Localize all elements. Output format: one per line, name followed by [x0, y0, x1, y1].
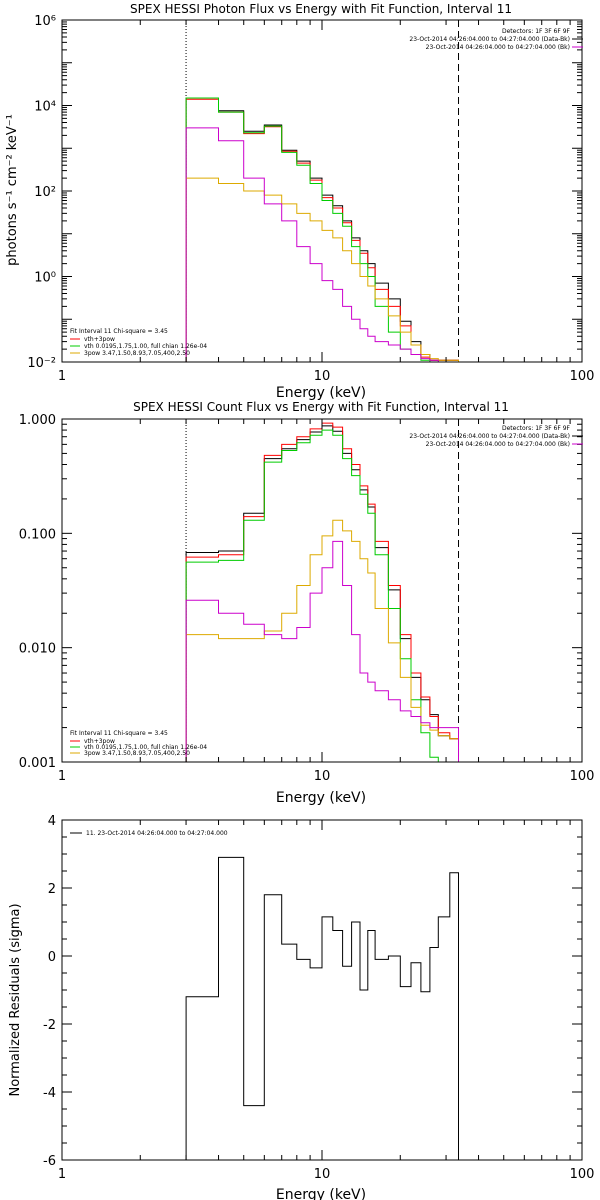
count-flux-ytick-label: 0.001: [19, 756, 56, 771]
count-flux-legend-entry-vth: vth 0.0195,1.75,1.00, full chian 1.26e-0…: [84, 744, 207, 751]
residuals-xlabel: Energy (keV): [276, 1187, 366, 1200]
residuals-legend-entry: 11. 23-Oct-2014 04:26:04.000 to 04:27:04…: [86, 830, 228, 837]
photon-flux-ytick-label: 10⁴: [34, 100, 56, 115]
photon-flux-xlabel: Energy (keV): [276, 385, 366, 401]
count-flux-series-data-bk: [185, 425, 459, 762]
photon-flux-xtick-label: 1: [58, 369, 66, 384]
count-flux-panel: SPEX HESSI Count Flux vs Energy with Fit…: [19, 400, 595, 806]
count-flux-legend-entry-model: vth+3pow: [84, 738, 115, 745]
photon-flux-legend-entry-pow: 3pow 3.47,1.50,8.93,7.05,400,2.50: [84, 350, 190, 357]
count-flux-xtick-label: 10: [314, 769, 331, 784]
residuals-axes-frame: [61, 819, 583, 1161]
residuals-ytick-label: 2: [48, 882, 56, 897]
photon-flux-ylabel: photons s⁻¹ cm⁻² keV⁻¹: [5, 114, 20, 266]
count-flux-title: SPEX HESSI Count Flux vs Energy with Fit…: [133, 400, 509, 414]
photon-flux-legend-right: Detectors: 1F 3F 6F 9F 23-Oct-2014 04:26…: [409, 28, 583, 51]
residuals-ytick-label: -6: [43, 1154, 56, 1169]
photon-flux-ytick-label: 10⁶: [34, 14, 56, 29]
count-flux-xtick-label: 1: [58, 769, 66, 784]
photon-flux-plot-area: [61, 19, 583, 363]
count-flux-fit-header: Fit Interval 11 Chi-square = 3.45: [70, 730, 168, 737]
residuals-xtick-label: 100: [570, 1167, 595, 1182]
count-flux-ytick-label: 0.100: [19, 527, 56, 542]
count-flux-legend-left: Fit Interval 11 Chi-square = 3.45 vth+3p…: [70, 730, 207, 757]
count-flux-plot-area: [61, 418, 583, 763]
residuals-legend: 11. 23-Oct-2014 04:26:04.000 to 04:27:04…: [70, 830, 228, 837]
count-flux-series-vth-3pow: [185, 422, 459, 762]
photon-flux-ytick-label: 10⁻²: [27, 356, 56, 371]
photon-flux-legend-left: Fit Interval 11 Chi-square = 3.45 vth+3p…: [70, 328, 207, 357]
residuals-ylabel: Normalized Residuals (sigma): [8, 903, 23, 1096]
photon-flux-legend-entry-bk: 23-Oct-2014 04:26:04.000 to 04:27:04.000…: [426, 44, 570, 51]
count-flux-legend-entry-data: 23-Oct-2014 04:26:04.000 to 04:27:04.000…: [409, 433, 570, 440]
residuals-xtick-label: 10: [314, 1167, 331, 1182]
photon-flux-panel: SPEX HESSI Photon Flux vs Energy with Fi…: [5, 2, 594, 401]
count-flux-data-layer: [185, 419, 460, 762]
count-flux-legend-entry-pow: 3pow 3.47,1.50,8.93,7.05,400,2.50: [84, 750, 190, 757]
photon-flux-legend-entry-vth: vth 0.0195,1.75,1.00, full chian 1.26e-0…: [84, 343, 207, 350]
count-flux-legend-entry-bk: 23-Oct-2014 04:26:04.000 to 04:27:04.000…: [426, 441, 570, 448]
photon-flux-title: SPEX HESSI Photon Flux vs Energy with Fi…: [130, 2, 512, 16]
count-flux-legend-header: Detectors: 1F 3F 6F 9F: [502, 425, 571, 432]
photon-flux-legend-header: Detectors: 1F 3F 6F 9F: [502, 28, 571, 35]
count-flux-xtick-label: 100: [570, 769, 595, 784]
count-flux-series-vth: [185, 429, 459, 762]
residuals-series-11-23-oct-2014-04-26-04-000-to-04-27-04-000: [185, 856, 459, 1160]
count-flux-ticks: 1 10 100 0.001 0.010 0.100 1.000: [19, 413, 595, 784]
residuals-ytick-label: -2: [43, 1018, 56, 1033]
photon-flux-ticks: 1 10 100 10⁻² 10⁰ 10² 10⁴ 10⁶: [27, 14, 594, 384]
count-flux-ytick-label: 0.010: [19, 642, 56, 657]
photon-flux-ytick-label: 10²: [34, 185, 56, 200]
photon-flux-legend-entry-data: 23-Oct-2014 04:26:04.000 to 04:27:04.000…: [409, 36, 570, 43]
residuals-ytick-label: 4: [48, 814, 56, 829]
residuals-ticks: 1 10 100 -6 -4 -2 0 2 4: [43, 814, 594, 1182]
photon-flux-xtick-label: 100: [570, 369, 595, 384]
residuals-data-layer: [185, 856, 459, 1160]
photon-flux-xtick-label: 10: [314, 369, 331, 384]
photon-flux-ytick-label: 10⁰: [34, 271, 56, 286]
count-flux-ytick-label: 1.000: [19, 413, 56, 428]
photon-flux-legend-entry-model: vth+3pow: [84, 336, 115, 343]
photon-flux-series-bk: [185, 127, 459, 362]
photon-flux-fit-header: Fit Interval 11 Chi-square = 3.45: [70, 328, 168, 335]
photon-flux-data-layer: [185, 20, 460, 362]
residuals-xtick-label: 1: [58, 1167, 66, 1182]
count-flux-series-bk: [185, 540, 459, 762]
residuals-panel: 1 10 100 -6 -4 -2 0 2 4 Energy (keV) Normalized …: [8, 814, 594, 1200]
residuals-ytick-label: 0: [48, 950, 56, 965]
count-flux-series-3pow: [185, 519, 459, 762]
count-flux-legend-right: Detectors: 1F 3F 6F 9F 23-Oct-2014 04:26…: [409, 425, 583, 448]
count-flux-xlabel: Energy (keV): [276, 790, 366, 806]
residuals-plot-area: [61, 819, 583, 1161]
residuals-ytick-label: -4: [43, 1086, 56, 1101]
